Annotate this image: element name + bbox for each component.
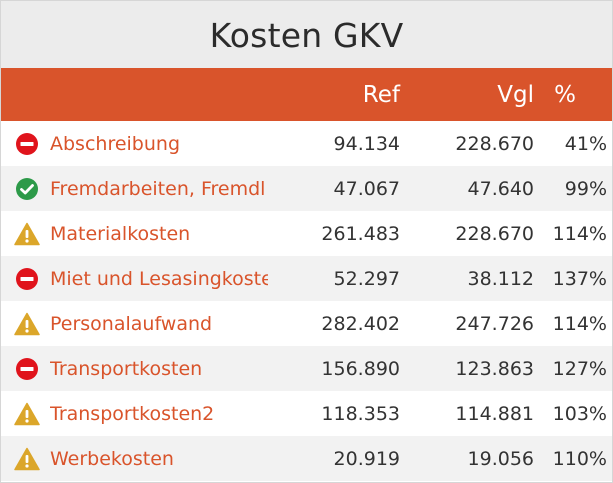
- table-row[interactable]: Personalaufwand 282.402 247.726 114%: [1, 301, 612, 346]
- warning-icon: [9, 402, 45, 426]
- table-header: Ref Vgl %: [1, 68, 612, 121]
- row-pct: 41%: [564, 132, 607, 155]
- table-row[interactable]: Transportkosten 156.890 123.863 127%: [1, 346, 612, 391]
- row-name: Transportkosten: [50, 357, 203, 380]
- row-ref: 52.297: [333, 267, 400, 290]
- row-name: Transportkosten2: [50, 402, 215, 425]
- row-vgl: 228.670: [455, 222, 534, 245]
- row-name: Werbekosten: [50, 447, 174, 470]
- row-pct: 110%: [552, 447, 607, 470]
- table-row[interactable]: Abschreibung 94.134 228.670 41%: [1, 121, 612, 166]
- stop-icon: [9, 267, 45, 291]
- row-name: Personalaufwand: [50, 312, 213, 335]
- row-pct: 99%: [564, 177, 607, 200]
- table-row[interactable]: Materialkosten 261.483 228.670 114%: [1, 211, 612, 256]
- row-pct: 137%: [552, 267, 607, 290]
- row-ref: 156.890: [321, 357, 400, 380]
- row-ref: 261.483: [321, 222, 400, 245]
- row-name: Materialkosten: [50, 222, 191, 245]
- row-vgl: 228.670: [455, 132, 534, 155]
- row-name: Fremdarbeiten, Fremdl: [50, 177, 266, 200]
- stop-icon: [9, 132, 45, 156]
- stop-icon: [9, 357, 45, 381]
- warning-icon: [9, 447, 45, 471]
- title-bar: Kosten GKV: [1, 1, 612, 68]
- row-vgl: 38.112: [467, 267, 534, 290]
- row-vgl: 114.881: [455, 402, 534, 425]
- row-vgl: 19.056: [467, 447, 534, 470]
- row-pct: 114%: [552, 222, 607, 245]
- warning-icon: [9, 222, 45, 246]
- row-pct: 127%: [552, 357, 607, 380]
- row-name: Abschreibung: [50, 132, 181, 155]
- row-vgl: 247.726: [455, 312, 534, 335]
- panel-title: Kosten GKV: [209, 16, 404, 55]
- row-ref: 118.353: [321, 402, 400, 425]
- row-ref: 47.067: [333, 177, 400, 200]
- cost-table: Ref Vgl % Abschreibung 94.134 228.670 41…: [1, 68, 612, 481]
- row-vgl: 47.640: [467, 177, 534, 200]
- table-row[interactable]: Werbekosten 20.919 19.056 110%: [1, 436, 612, 481]
- check-icon: [9, 177, 45, 201]
- row-ref: 94.134: [333, 132, 400, 155]
- row-pct: 114%: [552, 312, 607, 335]
- header-vgl[interactable]: Vgl: [497, 81, 534, 108]
- table-row[interactable]: Fremdarbeiten, Fremdl 47.067 47.640 99%: [1, 166, 612, 211]
- table-row[interactable]: Miet und Lesasingkoste 52.297 38.112 137…: [1, 256, 612, 301]
- row-ref: 282.402: [321, 312, 400, 335]
- header-pct[interactable]: %: [554, 81, 576, 108]
- header-ref[interactable]: Ref: [362, 81, 400, 108]
- warning-icon: [9, 312, 45, 336]
- row-vgl: 123.863: [455, 357, 534, 380]
- row-ref: 20.919: [333, 447, 400, 470]
- table-row[interactable]: Transportkosten2 118.353 114.881 103%: [1, 391, 612, 436]
- row-pct: 103%: [552, 402, 607, 425]
- row-name: Miet und Lesasingkoste: [50, 267, 268, 290]
